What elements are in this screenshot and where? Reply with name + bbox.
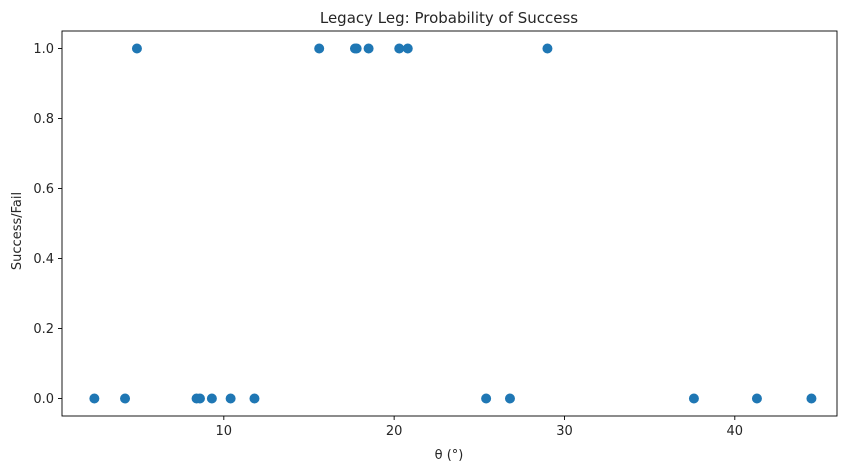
plot-area: 10 20 30 40 0.0 0.2 0.4 0.6 0.8 1.0 bbox=[33, 30, 838, 439]
data-point-13 bbox=[402, 43, 413, 54]
x-tick-label-1: 20 bbox=[386, 424, 403, 439]
y-tick-label-4: 0.8 bbox=[33, 112, 54, 127]
y-tick-label-5: 1.0 bbox=[33, 42, 54, 57]
data-point-17 bbox=[688, 393, 699, 404]
chart-title: Legacy Leg: Probability of Success bbox=[320, 9, 578, 27]
y-tick-label-0: 0.0 bbox=[33, 392, 54, 407]
data-point-16 bbox=[542, 43, 553, 54]
data-point-1 bbox=[120, 393, 131, 404]
data-point-6 bbox=[225, 393, 236, 404]
data-point-4 bbox=[194, 393, 205, 404]
x-tick-label-2: 30 bbox=[556, 424, 573, 439]
data-point-8 bbox=[314, 43, 325, 54]
data-point-14 bbox=[481, 393, 492, 404]
data-point-19 bbox=[806, 393, 817, 404]
y-tick-label-3: 0.6 bbox=[33, 182, 54, 197]
data-point-10 bbox=[351, 43, 362, 54]
y-tick-label-2: 0.4 bbox=[33, 252, 54, 267]
y-axis-label: Success/Fail bbox=[10, 192, 25, 270]
plot-frame bbox=[61, 30, 838, 417]
x-tick-label-0: 10 bbox=[216, 424, 233, 439]
data-point-18 bbox=[751, 393, 762, 404]
x-tick-label-3: 40 bbox=[727, 424, 744, 439]
x-axis-label: θ (°) bbox=[435, 448, 464, 463]
data-point-15 bbox=[504, 393, 515, 404]
data-point-11 bbox=[363, 43, 374, 54]
data-point-0 bbox=[89, 393, 100, 404]
data-point-5 bbox=[206, 393, 217, 404]
y-tick-label-1: 0.2 bbox=[33, 322, 54, 337]
data-point-12 bbox=[394, 43, 405, 54]
data-point-2 bbox=[131, 43, 142, 54]
data-point-7 bbox=[249, 393, 260, 404]
